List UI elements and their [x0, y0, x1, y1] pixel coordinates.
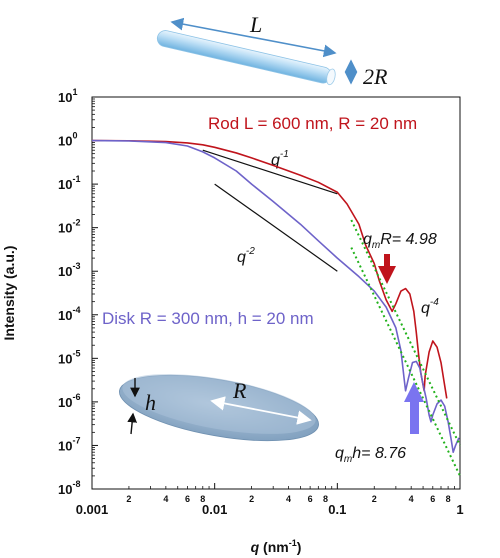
x-minor-label: 6: [308, 494, 313, 504]
qmh-annotation: qmh= 8.76: [335, 445, 406, 465]
x-minor-label: 4: [163, 494, 168, 504]
x-tick-label: 0.1: [328, 502, 346, 517]
y-tick-label: 10-4: [58, 305, 80, 323]
guide-label-q2: q-2: [237, 246, 255, 266]
x-minor-label: 8: [200, 494, 205, 504]
x-minor-label: 2: [126, 494, 131, 504]
disk-illustration: R h: [119, 374, 319, 442]
y-tick-label: 10-2: [58, 218, 80, 236]
y-tick-label: 101: [58, 87, 77, 105]
guide-lines: [202, 149, 338, 272]
series-line-2: [91, 139, 460, 453]
x-minor-label: 2: [372, 494, 377, 504]
y-tick-label: 10-7: [58, 435, 80, 453]
y-tick-label: 10-1: [58, 174, 80, 192]
y-tick-labels: 10-8 10-7 10-6 10-5 10-4 10-3 10-2 10-1 100 101: [58, 87, 80, 497]
x-minor-label: 6: [430, 494, 435, 504]
guide-label-q1: q-1: [271, 149, 289, 169]
blue-arrow: [404, 382, 424, 434]
y-tick-label: 10-5: [58, 348, 80, 366]
rod-series-label: Rod L = 600 nm, R = 20 nm: [208, 114, 417, 133]
guide-line-2: [214, 183, 338, 272]
axes-ticks: [91, 96, 461, 490]
series-line-1: [91, 139, 448, 399]
rod-length-arrow: [170, 17, 337, 58]
x-minor-label: 2: [249, 494, 254, 504]
x-minor-label: 8: [323, 494, 328, 504]
qmR-annotation: qmR= 4.98: [363, 231, 437, 251]
x-minor-label: 4: [286, 494, 291, 504]
x-axis-title: q (nm-1): [251, 538, 302, 555]
x-minor-label: 8: [446, 494, 451, 504]
x-minor-label: 4: [409, 494, 414, 504]
rod-radius-symbol: 2R: [363, 64, 388, 89]
series-line-3: [350, 219, 461, 446]
x-tick-label: 0.01: [202, 502, 227, 517]
guide-line-1: [202, 149, 338, 195]
y-tick-label: 10-6: [58, 392, 80, 410]
disk-radius-arrow: [210, 396, 312, 425]
rod-illustration: L 2R: [156, 12, 388, 89]
disk-height-arrow-bottom: [127, 412, 138, 435]
red-arrow: [378, 254, 396, 284]
x-tick-label: 1: [456, 502, 463, 517]
disk-height-symbol: h: [145, 390, 156, 415]
series-layer: [91, 139, 461, 477]
disk-radius-symbol: R: [232, 378, 247, 403]
rod-length-symbol: L: [249, 12, 262, 37]
x-minor-label: 6: [185, 494, 190, 504]
x-tick-label: 0.001: [76, 502, 109, 517]
y-tick-label: 10-8: [58, 479, 80, 497]
plot-frame: [91, 96, 461, 490]
series-line-4: [350, 247, 461, 477]
y-tick-label: 100: [58, 131, 77, 149]
disk-series-label: Disk R = 300 nm, h = 20 nm: [102, 309, 314, 328]
q4-label: q-4: [421, 297, 439, 317]
y-axis-title: Intensity (a.u.): [1, 246, 17, 341]
y-tick-label: 10-3: [58, 261, 80, 279]
